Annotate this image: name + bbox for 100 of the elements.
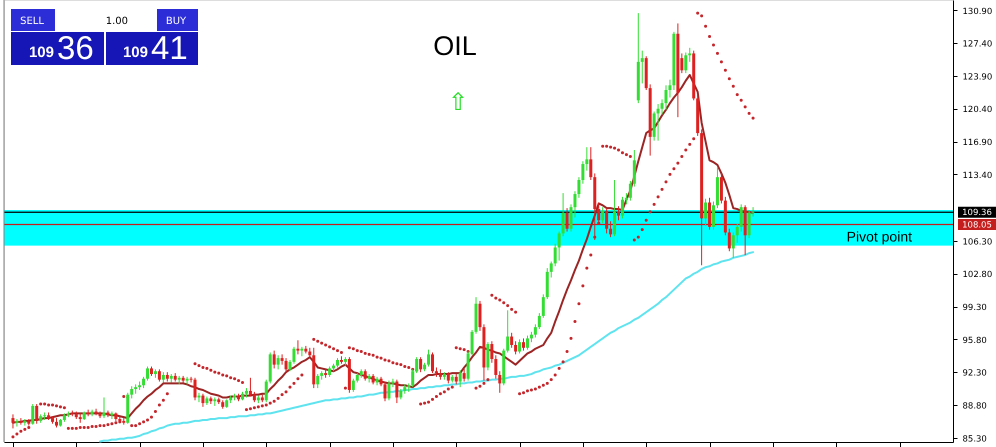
annotation: ⇧	[448, 88, 468, 116]
candlestick	[506, 310, 510, 353]
candlestick	[288, 359, 292, 372]
candlestick	[31, 404, 34, 426]
candlestick	[566, 208, 569, 232]
y-tick-label: 130.90	[962, 6, 992, 17]
candlestick	[276, 354, 280, 370]
candlestick	[498, 370, 502, 394]
candlestick	[613, 179, 616, 237]
annotation: 109	[28, 44, 54, 61]
candlestick	[399, 388, 402, 400]
candlestick	[434, 366, 438, 378]
candlestick	[194, 377, 197, 401]
y-tick-label: 99.30	[962, 303, 987, 314]
candlestick	[280, 354, 284, 366]
candlestick	[162, 372, 165, 383]
candlestick	[403, 384, 406, 394]
candlestick	[617, 206, 620, 221]
candlestick	[752, 206, 755, 218]
candlestick	[581, 160, 584, 184]
y-tick-label: 95.80	[962, 336, 987, 346]
candlestick	[446, 372, 450, 384]
candlestick	[664, 84, 668, 110]
annotation: 36	[57, 29, 94, 66]
y-tick-label: 88.80	[962, 401, 987, 412]
candlestick	[438, 368, 442, 380]
y-tick-label: 123.90	[962, 72, 992, 82]
ref-line-label: 108.05	[962, 220, 992, 231]
y-tick-label: 102.80	[962, 270, 992, 280]
y-tick-label: 85.30	[962, 434, 987, 444]
y-tick-label: 120.40	[962, 105, 992, 116]
candlestick	[352, 378, 355, 392]
candlestick	[11, 414, 14, 429]
candlestick	[78, 412, 82, 424]
candlestick	[652, 111, 656, 142]
line-series	[99, 251, 754, 443]
candlestick	[201, 393, 204, 408]
candlestick	[562, 192, 565, 237]
candlestick	[454, 374, 458, 385]
candlestick	[419, 356, 422, 373]
candlestick	[684, 52, 688, 74]
candlestick	[356, 372, 359, 383]
candlestick	[427, 349, 430, 368]
candlestick	[142, 376, 146, 389]
candlestick	[712, 201, 715, 230]
candlestick	[748, 209, 751, 239]
candlestick	[308, 347, 312, 358]
y-tick-label: 113.40	[962, 170, 992, 181]
candlestick	[570, 204, 573, 232]
line-series	[12, 74, 754, 424]
y-tick-label: 127.40	[962, 40, 992, 50]
candlestick	[660, 98, 664, 115]
candlestick	[328, 366, 332, 378]
annotation: SELL	[20, 16, 44, 27]
candlestick	[490, 340, 494, 364]
candlestick	[542, 294, 545, 318]
annotation: 41	[151, 29, 188, 66]
candlestick	[554, 243, 557, 267]
candlestick	[605, 208, 608, 234]
candlestick	[577, 176, 580, 198]
candlestick	[589, 146, 592, 180]
annotation: 1.00	[106, 16, 128, 27]
candlestick	[558, 231, 561, 262]
candlestick	[573, 190, 576, 218]
candlestick	[656, 104, 660, 142]
candlestick	[538, 312, 541, 330]
candlestick	[462, 368, 466, 382]
candlestick	[272, 350, 276, 369]
candlestick	[640, 50, 644, 84]
candlestick	[486, 342, 490, 371]
ref-line-label: 109.36	[962, 208, 992, 218]
y-tick-label: 92.30	[962, 368, 987, 379]
candlestick	[534, 324, 537, 338]
candlestick	[494, 354, 498, 380]
candlestick	[609, 220, 612, 238]
band-label: Pivot point	[846, 228, 912, 245]
text: OIL	[433, 31, 477, 61]
candlestick	[387, 380, 390, 401]
candlestick	[197, 392, 200, 403]
candlestick	[688, 47, 692, 62]
candlestick	[316, 374, 320, 389]
y-tick-label: 116.90	[962, 138, 992, 148]
candlestick	[720, 172, 723, 204]
candlestick	[526, 335, 529, 350]
candlestick	[372, 374, 375, 385]
candlestick	[514, 340, 518, 355]
candlestick	[130, 386, 134, 399]
candlestick	[300, 346, 304, 357]
candlestick	[668, 79, 672, 98]
candlestick	[158, 368, 161, 382]
annotation: BUY	[166, 16, 188, 27]
candlestick	[248, 377, 252, 398]
candlestick	[601, 206, 604, 224]
candlestick	[35, 404, 38, 424]
candlestick	[510, 332, 514, 348]
candlestick	[518, 338, 522, 354]
candlestick	[252, 391, 256, 403]
candlestick	[620, 196, 624, 219]
candlestick	[395, 379, 398, 404]
candlestick	[522, 338, 526, 352]
